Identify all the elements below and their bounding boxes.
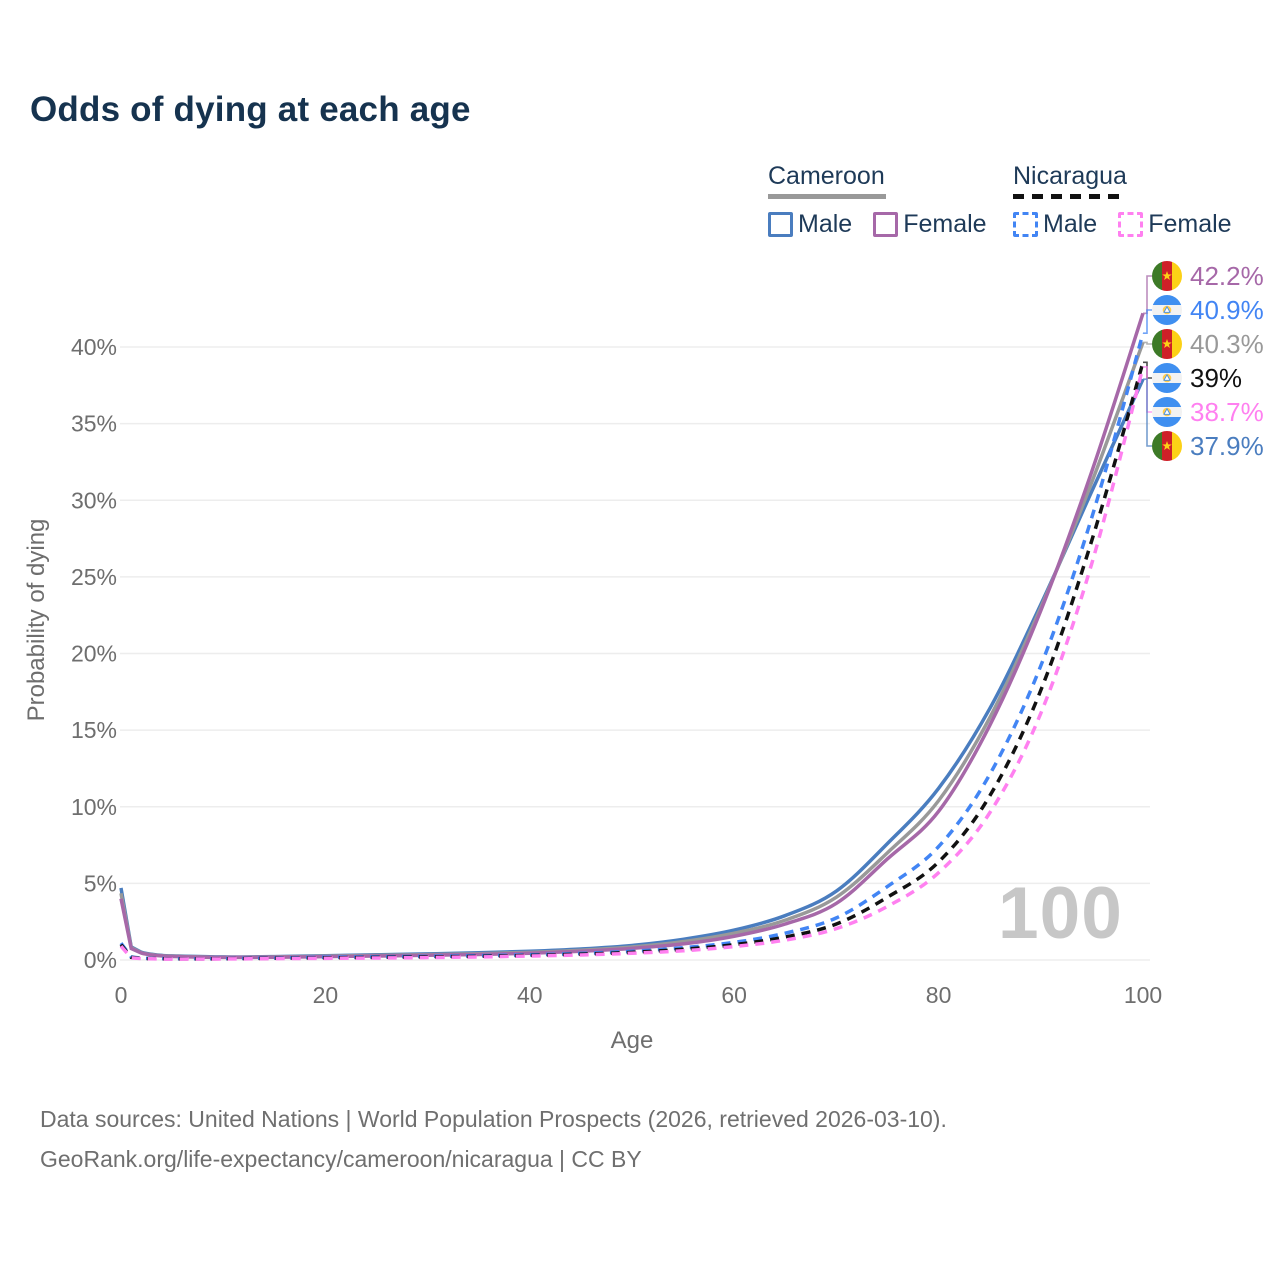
footer-data-sources: Data sources: United Nations | World Pop… bbox=[40, 1106, 947, 1132]
y-tick-label: 15% bbox=[71, 717, 117, 743]
age-watermark: 100 bbox=[998, 873, 1123, 954]
end-label-value: 37.9% bbox=[1190, 430, 1264, 461]
end-label-cameroon-both: 40.3% bbox=[1152, 329, 1264, 359]
x-tick-label: 80 bbox=[926, 982, 952, 1008]
y-tick-label: 5% bbox=[84, 870, 117, 896]
legend-item-cameroon-female[interactable]: Female bbox=[873, 210, 987, 239]
series-line-cameroon-female[interactable] bbox=[119, 312, 1145, 960]
y-axis-title: Probability of dying bbox=[23, 519, 50, 722]
series-line-nicaragua-female[interactable] bbox=[119, 366, 1145, 961]
legend-underline-solid bbox=[768, 194, 886, 199]
end-label-value: 39% bbox=[1190, 362, 1243, 393]
series-line-nicaragua-male[interactable] bbox=[119, 332, 1145, 961]
end-label-value: 40.3% bbox=[1190, 328, 1264, 359]
end-label-connector bbox=[1143, 309, 1152, 335]
legend-row-nicaragua: Male Female bbox=[1013, 210, 1248, 239]
end-label-nicaragua-female: 38.7% bbox=[1152, 397, 1264, 427]
cameroon-flag-icon bbox=[1152, 329, 1182, 359]
x-tick-label: 20 bbox=[313, 982, 339, 1008]
legend-item-cameroon-male[interactable]: Male bbox=[768, 210, 852, 239]
y-tick-label: 25% bbox=[71, 564, 117, 590]
x-tick-label: 0 bbox=[115, 982, 128, 1008]
end-label-cameroon-female: 42.2% bbox=[1152, 261, 1264, 291]
series-line-cameroon-both[interactable] bbox=[119, 341, 1145, 960]
cameroon-male-swatch-icon bbox=[768, 212, 793, 237]
x-tick-label: 60 bbox=[721, 982, 747, 1008]
nicaragua-flag-icon bbox=[1152, 295, 1182, 325]
end-label-value: 38.7% bbox=[1190, 396, 1264, 427]
nicaragua-male-swatch-icon bbox=[1013, 212, 1038, 237]
nicaragua-flag-icon bbox=[1152, 363, 1182, 393]
legend-group-nicaragua: Nicaragua Male Female bbox=[1013, 162, 1248, 239]
y-tick-label: 35% bbox=[71, 411, 117, 437]
legend-country-cameroon: Cameroon bbox=[768, 162, 885, 190]
legend-item-nicaragua-female[interactable]: Female bbox=[1118, 210, 1232, 239]
end-label-value: 40.9% bbox=[1190, 294, 1264, 325]
x-tick-label: 40 bbox=[517, 982, 543, 1008]
nicaragua-flag-icon bbox=[1152, 397, 1182, 427]
y-tick-label: 0% bbox=[84, 947, 117, 973]
end-label-connector bbox=[1143, 378, 1152, 447]
end-label-nicaragua-both: 39% bbox=[1152, 363, 1242, 393]
y-tick-label: 30% bbox=[71, 487, 117, 513]
y-tick-label: 10% bbox=[71, 794, 117, 820]
legend-group-cameroon: Cameroon Male Female bbox=[768, 162, 1003, 239]
series-line-cameroon-male[interactable] bbox=[119, 378, 1145, 959]
legend-row-cameroon: Male Female bbox=[768, 210, 1003, 239]
legend-label: Male bbox=[1043, 210, 1098, 238]
legend-label: Male bbox=[798, 210, 853, 238]
legend-item-nicaragua-male[interactable]: Male bbox=[1013, 210, 1097, 239]
nicaragua-female-swatch-icon bbox=[1118, 212, 1144, 237]
end-label-nicaragua-male: 40.9% bbox=[1152, 295, 1264, 325]
end-label-connector bbox=[1143, 275, 1152, 315]
end-label-value: 42.2% bbox=[1190, 260, 1264, 291]
y-tick-label: 20% bbox=[71, 641, 117, 667]
legend-underline-dashed bbox=[1013, 194, 1125, 199]
legend-label: Female bbox=[903, 210, 987, 238]
x-tick-label: 100 bbox=[1124, 982, 1162, 1008]
end-label-connector bbox=[1143, 341, 1152, 345]
end-label-cameroon-male: 37.9% bbox=[1152, 431, 1264, 461]
series-line-nicaragua-both[interactable] bbox=[119, 361, 1145, 961]
page-title: Odds of dying at each age bbox=[30, 90, 471, 129]
legend-label: Female bbox=[1148, 210, 1232, 238]
cameroon-female-swatch-icon bbox=[873, 212, 899, 237]
cameroon-flag-icon bbox=[1152, 261, 1182, 291]
y-tick-label: 40% bbox=[71, 334, 117, 360]
x-axis-title: Age bbox=[611, 1027, 654, 1054]
cameroon-flag-icon bbox=[1152, 431, 1182, 461]
footer-attribution: GeoRank.org/life-expectancy/cameroon/nic… bbox=[40, 1146, 642, 1172]
legend-country-nicaragua: Nicaragua bbox=[1013, 162, 1127, 190]
